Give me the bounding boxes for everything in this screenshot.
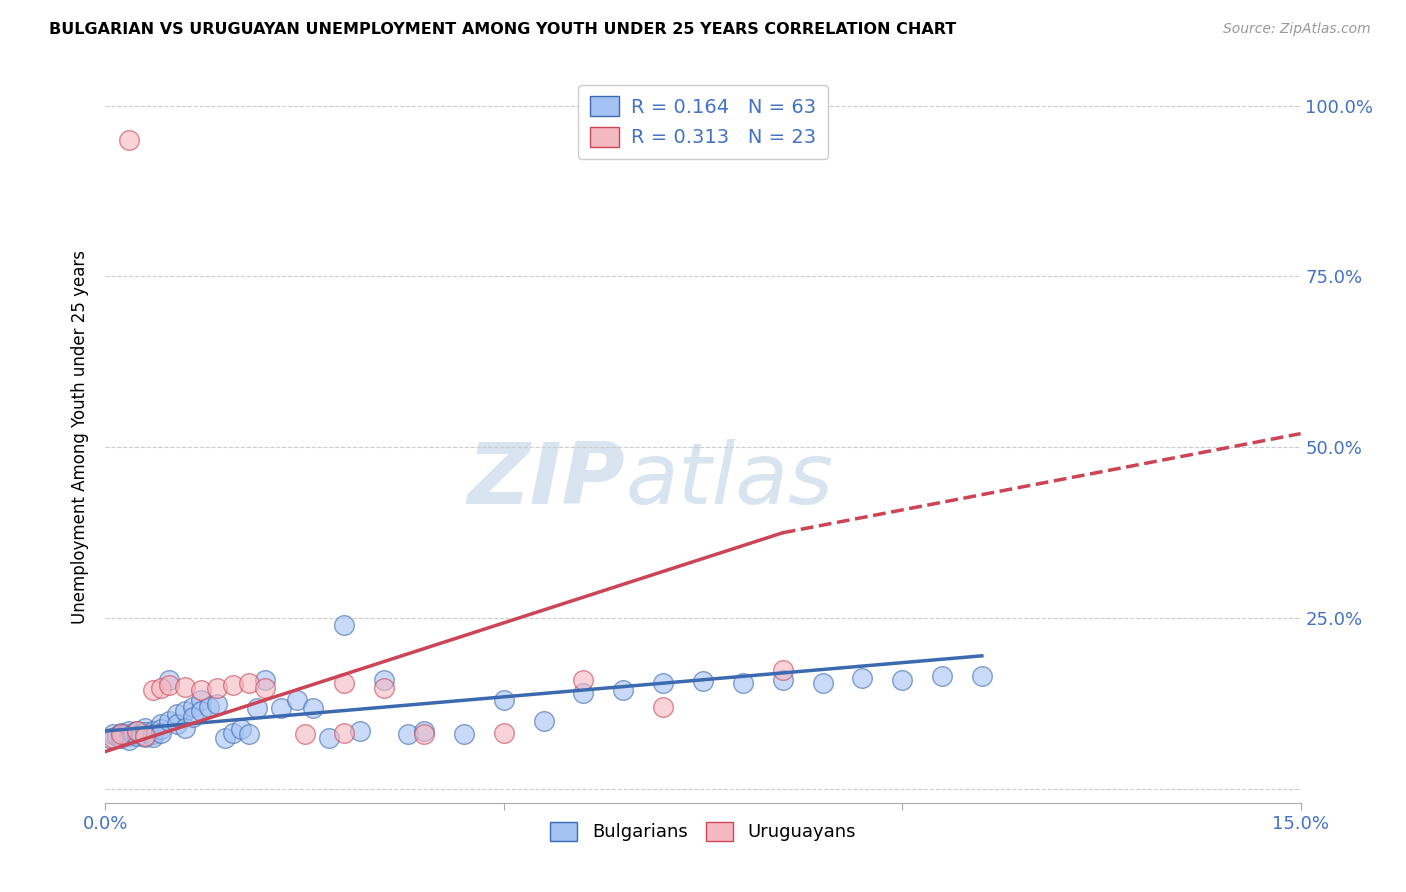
Point [772, 663, 794, 677]
Point [253, 673, 276, 687]
Point [492, 693, 515, 707]
Point [181, 710, 204, 724]
Point [110, 727, 132, 741]
Point [190, 683, 212, 698]
Point [134, 725, 156, 739]
Point [129, 727, 153, 741]
Point [103, 727, 125, 741]
Point [205, 697, 228, 711]
Point [98, 731, 121, 745]
Point [301, 701, 323, 715]
Point [652, 676, 675, 690]
Point [811, 676, 834, 690]
Point [190, 693, 212, 707]
Point [333, 726, 356, 740]
Point [134, 721, 156, 735]
Point [246, 701, 269, 715]
Point [157, 714, 180, 728]
Point [150, 726, 173, 740]
Point [533, 714, 555, 728]
Point [142, 724, 165, 739]
Point [127, 729, 149, 743]
Point [572, 673, 595, 687]
Point [107, 729, 129, 743]
Point [157, 673, 180, 687]
Point [118, 732, 141, 747]
Point [253, 681, 276, 695]
Point [413, 724, 436, 739]
Point [118, 729, 141, 743]
Point [157, 678, 180, 692]
Point [142, 683, 165, 698]
Point [142, 727, 165, 741]
Point [731, 676, 754, 690]
Point [127, 724, 149, 739]
Text: ZIP: ZIP [468, 440, 626, 523]
Legend: Bulgarians, Uruguayans: Bulgarians, Uruguayans [543, 814, 863, 848]
Point [270, 701, 292, 715]
Point [134, 729, 156, 743]
Text: Source: ZipAtlas.com: Source: ZipAtlas.com [1223, 22, 1371, 37]
Point [692, 674, 714, 689]
Point [373, 681, 395, 695]
Point [174, 704, 197, 718]
Point [333, 618, 356, 632]
Point [103, 731, 125, 745]
Point [492, 726, 515, 740]
Point [174, 721, 197, 735]
Point [612, 683, 634, 698]
Point [122, 726, 145, 740]
Point [127, 724, 149, 739]
Text: atlas: atlas [626, 440, 834, 523]
Point [891, 673, 914, 687]
Point [373, 673, 395, 687]
Text: BULGARIAN VS URUGUAYAN UNEMPLOYMENT AMONG YOUTH UNDER 25 YEARS CORRELATION CHART: BULGARIAN VS URUGUAYAN UNEMPLOYMENT AMON… [49, 22, 956, 37]
Point [396, 727, 419, 741]
Point [174, 680, 197, 694]
Point [333, 676, 356, 690]
Point [222, 726, 245, 740]
Point [413, 727, 436, 741]
Point [198, 700, 221, 714]
Point [150, 681, 173, 695]
Point [110, 726, 132, 740]
Point [150, 717, 173, 731]
Point [166, 717, 188, 731]
Point [318, 731, 340, 745]
Point [205, 681, 228, 695]
Point [166, 706, 188, 721]
Point [453, 727, 475, 741]
Point [652, 700, 675, 714]
Point [190, 704, 212, 718]
Point [118, 133, 141, 147]
Point [931, 669, 953, 683]
Point [114, 727, 136, 741]
Point [181, 700, 204, 714]
Point [285, 693, 308, 707]
Point [222, 678, 245, 692]
Point [772, 673, 794, 687]
Point [229, 722, 252, 736]
Y-axis label: Unemployment Among Youth under 25 years: Unemployment Among Youth under 25 years [72, 250, 90, 624]
Point [142, 730, 165, 744]
Point [238, 727, 260, 741]
Point [134, 730, 156, 744]
Point [110, 731, 132, 745]
Point [851, 672, 873, 686]
Point [572, 686, 595, 700]
Point [118, 724, 141, 739]
Point [150, 722, 173, 736]
Point [214, 731, 236, 745]
Point [349, 724, 371, 739]
Point [970, 669, 993, 683]
Point [294, 727, 316, 741]
Point [238, 676, 260, 690]
